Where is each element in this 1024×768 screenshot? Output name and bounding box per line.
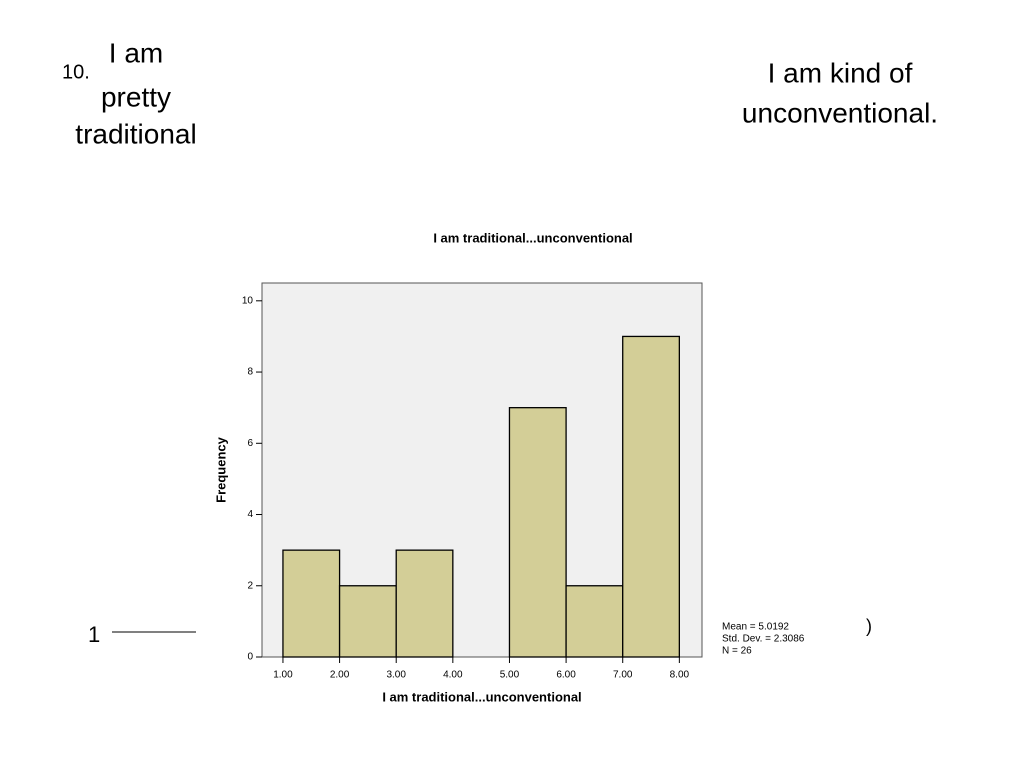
stats-text: N = 26 [722, 646, 752, 657]
x-axis-label: I am traditional...unconventional [382, 689, 581, 704]
scale-start: 1 [88, 622, 100, 647]
bar [282, 549, 341, 658]
left-label: traditional [75, 118, 196, 149]
x-tick-label: 8.00 [670, 670, 690, 681]
y-tick-label: 2 [247, 580, 253, 591]
scale-end: ) [866, 616, 872, 636]
left-label: pretty [101, 81, 171, 112]
y-tick-label: 8 [247, 367, 253, 378]
y-tick-label: 0 [247, 652, 253, 663]
x-tick-label: 4.00 [443, 670, 463, 681]
right-label: unconventional. [742, 97, 938, 128]
x-tick-label: 6.00 [556, 670, 576, 681]
chart-title: I am traditional...unconventional [433, 230, 632, 245]
stats-text: Mean = 5.0192 [722, 622, 789, 633]
x-tick-label: 3.00 [386, 670, 406, 681]
y-tick-label: 10 [242, 295, 254, 306]
y-axis-label: Frequency [213, 436, 228, 503]
bar [565, 585, 624, 658]
x-tick-label: 2.00 [330, 670, 350, 681]
right-label: I am kind of [768, 57, 913, 88]
y-tick-label: 6 [247, 438, 253, 449]
bar [622, 335, 680, 658]
x-tick-label: 1.00 [273, 670, 293, 681]
stats-text: Std. Dev. = 2.3086 [722, 634, 805, 645]
bar [338, 585, 397, 658]
x-tick-label: 5.00 [500, 670, 520, 681]
bar [508, 407, 567, 658]
left-label: I am [109, 37, 163, 68]
slide-number: 10. [62, 61, 90, 83]
x-tick-label: 7.00 [613, 670, 633, 681]
bar [395, 549, 454, 658]
y-tick-label: 4 [247, 509, 253, 520]
